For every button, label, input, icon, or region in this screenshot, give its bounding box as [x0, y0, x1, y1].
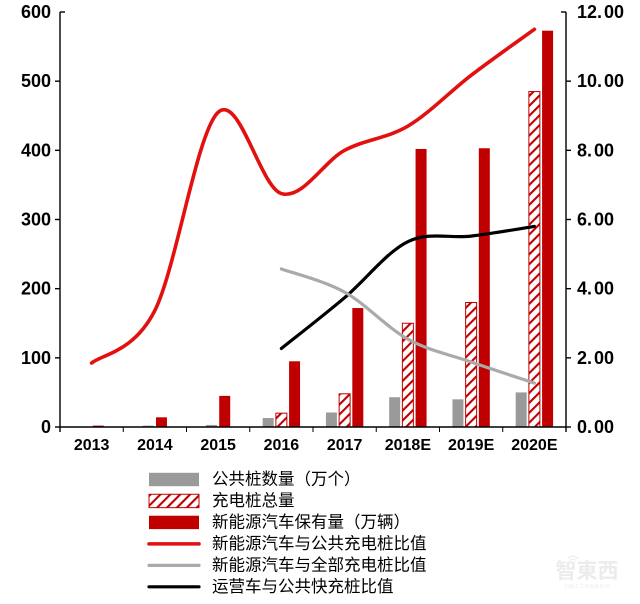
- svg-text:500: 500: [21, 71, 51, 91]
- svg-text:0: 0: [41, 417, 51, 437]
- svg-text:2018E: 2018E: [385, 437, 432, 454]
- svg-text:2015: 2015: [200, 437, 236, 454]
- svg-text:引领人工智能新时代: 引领人工智能新时代: [564, 583, 610, 590]
- svg-text:运营车与公共快充桩比值: 运营车与公共快充桩比值: [212, 577, 394, 596]
- svg-text:新能源汽车与全部充电桩比值: 新能源汽车与全部充电桩比值: [212, 555, 427, 574]
- svg-text:2020E: 2020E: [511, 437, 558, 454]
- svg-text:6.00: 6. 00: [577, 210, 614, 230]
- svg-text:2017: 2017: [327, 437, 363, 454]
- svg-text:新能源汽车保有量（万辆）: 新能源汽车保有量（万辆）: [212, 512, 410, 531]
- svg-text:新能源汽车与公共充电桩比值: 新能源汽车与公共充电桩比值: [212, 534, 427, 553]
- svg-text:2014: 2014: [137, 437, 173, 454]
- svg-text:2016: 2016: [264, 437, 300, 454]
- svg-text:300: 300: [21, 210, 51, 230]
- svg-text:2019E: 2019E: [448, 437, 495, 454]
- svg-text:2.00: 2. 00: [577, 348, 614, 368]
- svg-text:0.00: 0. 00: [577, 417, 614, 437]
- svg-text:600: 600: [21, 2, 51, 22]
- svg-text:400: 400: [21, 140, 51, 160]
- svg-text:公共桩数量（万个）: 公共桩数量（万个）: [212, 470, 361, 489]
- svg-text:10.00: 10. 00: [577, 71, 624, 91]
- svg-text:充电桩总量: 充电桩总量: [212, 491, 295, 510]
- svg-text:8.00: 8. 00: [577, 140, 614, 160]
- svg-text:智東西: 智東西: [556, 560, 619, 583]
- svg-text:100: 100: [21, 348, 51, 368]
- svg-text:200: 200: [21, 279, 51, 299]
- svg-text:12.00: 12. 00: [577, 2, 624, 22]
- svg-text:2013: 2013: [74, 437, 110, 454]
- svg-text:4.00: 4. 00: [577, 279, 614, 299]
